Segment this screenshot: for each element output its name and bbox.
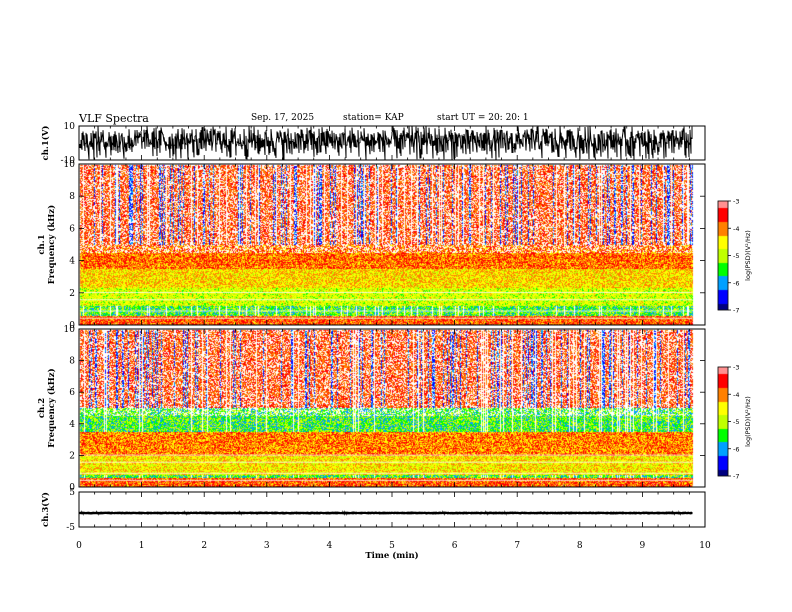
colorbar-label: log(PSD)(V²/Hz) xyxy=(744,396,752,447)
y-axis-label: ch.3(V) xyxy=(40,492,51,527)
waveform-trace-1 xyxy=(79,125,693,160)
y-tick-label: 4 xyxy=(69,420,75,430)
colorbar-tick-label: -3 xyxy=(733,364,739,372)
colorbar-label: log(PSD)(V²/Hz) xyxy=(744,230,752,281)
waveform-trace-4 xyxy=(79,510,693,516)
y-tick-label: 2 xyxy=(69,451,75,461)
colorbar-tick-label: -3 xyxy=(733,198,739,206)
colorbar-tick-label: -5 xyxy=(733,252,739,260)
x-axis-label: Time (min) xyxy=(365,550,418,561)
x-tick-label: 9 xyxy=(640,541,646,551)
y-tick-label: 0 xyxy=(69,483,75,493)
date-label: Sep. 17, 2025 xyxy=(251,113,315,123)
y-axis-label: ch.1(V) xyxy=(40,126,51,161)
x-tick-label: 1 xyxy=(139,541,145,551)
colorbar-frame-1 xyxy=(717,200,729,311)
x-tick-label: 4 xyxy=(327,541,333,551)
colorbar-tick-label: -6 xyxy=(733,445,739,453)
y-tick-label: 0 xyxy=(69,321,75,331)
start-ut-label: start UT = 20: 20: 1 xyxy=(437,113,529,123)
y-axis-label: ch.2 xyxy=(37,398,47,418)
y-axis-label: ch.1 xyxy=(37,234,47,254)
colorbar-frame-2 xyxy=(717,366,729,477)
y-tick-label: 5 xyxy=(69,488,75,498)
station-label: station= KAP xyxy=(343,113,404,123)
x-tick-label: 10 xyxy=(699,541,711,551)
x-tick-label: 0 xyxy=(76,541,82,551)
colorbar-tick-label: -6 xyxy=(733,279,739,287)
y-tick-label: 6 xyxy=(69,388,75,398)
x-tick-label: 6 xyxy=(452,541,458,551)
panel-frame-2 xyxy=(78,163,706,326)
colorbar-tick-label: -7 xyxy=(733,307,739,315)
y-tick-label: -5 xyxy=(66,523,75,533)
y-tick-label: 8 xyxy=(69,192,75,202)
y-axis-label: Frequency (kHz) xyxy=(46,205,57,284)
x-tick-label: 8 xyxy=(577,541,583,551)
panel-frame-4 xyxy=(78,491,706,528)
y-tick-label: 6 xyxy=(69,224,75,234)
colorbar-tick-label: -4 xyxy=(733,391,739,399)
y-tick-label: 8 xyxy=(69,357,75,367)
colorbar-tick-label: -4 xyxy=(733,225,739,233)
y-tick-label: 4 xyxy=(69,257,75,267)
y-tick-label: 2 xyxy=(69,289,75,299)
x-tick-label: 3 xyxy=(264,541,270,551)
figure-title: VLF Spectra xyxy=(79,112,149,125)
y-axis-label: Frequency (kHz) xyxy=(46,368,57,447)
x-tick-label: 7 xyxy=(514,541,520,551)
x-tick-label: 5 xyxy=(389,541,395,551)
y-tick-label: 10 xyxy=(64,122,76,132)
y-tick-label: 10 xyxy=(64,160,76,170)
colorbar-tick-label: -7 xyxy=(733,473,739,481)
colorbar-tick-label: -5 xyxy=(733,418,739,426)
panel-frame-3 xyxy=(78,328,706,488)
y-tick-label: 10 xyxy=(64,325,76,335)
y-tick-label: -10 xyxy=(61,156,76,166)
x-tick-label: 2 xyxy=(201,541,207,551)
